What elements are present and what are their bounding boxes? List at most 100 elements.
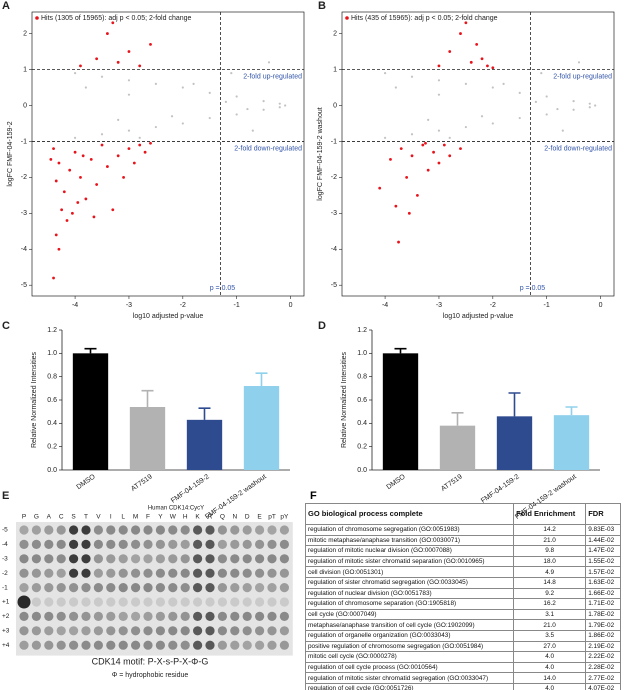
- blot-spot: [143, 611, 153, 622]
- table-cell: cell cycle (GO:0007049): [304, 608, 515, 621]
- table-cell: 4.0: [513, 661, 587, 674]
- blot-row-label: -3: [2, 556, 8, 563]
- blot-spot: [255, 539, 265, 550]
- x-tick-label: -3: [126, 302, 132, 309]
- table-cell: regulation of organelle organization (GO…: [304, 629, 515, 642]
- point: [262, 100, 265, 103]
- blot-spot: [31, 554, 41, 564]
- y-tick-label: -2: [21, 174, 27, 181]
- point: [475, 42, 479, 46]
- table-cell: 18.0: [513, 555, 587, 568]
- point: [116, 154, 120, 158]
- blot-spot: [118, 597, 128, 607]
- point: [437, 161, 441, 165]
- blot-spot: [69, 597, 79, 607]
- blot-spot: [168, 539, 178, 550]
- error-bar: [141, 389, 154, 407]
- point: [65, 219, 69, 222]
- blot-spot: [230, 597, 240, 607]
- point: [437, 129, 441, 132]
- point: [442, 143, 446, 147]
- blot-spot: [118, 539, 128, 550]
- x-axis-label: log10 adjusted p-value: [443, 313, 514, 320]
- blot-spot: [180, 525, 190, 535]
- error-bar: [198, 407, 211, 420]
- table-cell: regulation of cell cycle process (GO:001…: [304, 661, 515, 674]
- table-row: regulation of mitotic sister chromatid s…: [304, 555, 621, 568]
- point: [170, 115, 174, 118]
- blot-spot: [242, 611, 252, 622]
- blot-spot: [93, 597, 103, 607]
- annotation: p = 0.05: [210, 285, 236, 292]
- point: [518, 91, 521, 94]
- point: [262, 108, 265, 111]
- blot-column-label: S: [71, 514, 76, 521]
- y-tick-label: 2: [23, 30, 27, 37]
- blot-spot: [267, 525, 277, 535]
- blot-spot: [155, 525, 165, 535]
- y-tick-label: 0.4: [47, 420, 57, 427]
- blot-spot: [242, 554, 252, 564]
- blot-spot: [168, 626, 178, 636]
- blot-spot: [93, 583, 103, 593]
- blot-spot: [44, 539, 54, 550]
- point: [394, 204, 398, 208]
- point: [76, 201, 80, 204]
- blot-spot: [44, 640, 54, 650]
- blot-spot: [69, 640, 79, 650]
- point: [143, 150, 147, 154]
- point: [52, 147, 55, 151]
- blot-spot: [93, 568, 103, 578]
- blot-spot: [217, 597, 227, 607]
- blot-spot: [56, 597, 66, 607]
- blot-row-label: +1: [2, 599, 10, 606]
- point: [486, 64, 489, 68]
- blot-spot: [205, 554, 215, 564]
- blot-spot: [217, 611, 227, 622]
- blot-spot: [242, 583, 252, 593]
- blot-spot: [19, 583, 29, 593]
- point: [426, 168, 430, 172]
- blot-column-label: N: [232, 514, 237, 521]
- table-row: regulation of sister chromatid segregati…: [304, 576, 621, 589]
- point: [267, 61, 271, 64]
- table-cell: 1.71E-02: [585, 598, 621, 610]
- y-axis-label: Relative Normalized Intensities: [31, 351, 38, 448]
- blot-spot: [155, 568, 165, 578]
- blot-column-label: C: [59, 514, 64, 521]
- point: [459, 147, 462, 151]
- y-tick-label: 0.0: [47, 467, 57, 474]
- blot-spot: [131, 626, 141, 636]
- table-cell: 16.2: [513, 598, 587, 610]
- blot-spot: [168, 611, 178, 622]
- point: [518, 116, 521, 120]
- table-cell: 2.77E-02: [585, 672, 621, 684]
- blot-spot: [19, 640, 29, 650]
- blot-spot: [242, 640, 252, 650]
- table-cell: 1.63E-02: [585, 576, 621, 589]
- blot-spot: [155, 554, 165, 564]
- blot-spot: [255, 525, 265, 535]
- point: [410, 75, 414, 78]
- point: [437, 64, 441, 68]
- blot-spot: [193, 597, 203, 607]
- blot-spot: [155, 626, 165, 636]
- blot-spot: [193, 640, 203, 650]
- blot-column-label: K: [195, 514, 200, 521]
- blot-column-label: F: [146, 514, 150, 521]
- annotation: 2-fold down-regulated: [234, 145, 302, 152]
- point: [459, 32, 462, 35]
- blot-spot: [180, 597, 190, 607]
- x-tick-label: AT7519: [130, 473, 154, 493]
- blot-spot: [56, 611, 66, 622]
- blot-column-label: T: [84, 514, 88, 521]
- table-cell: 4.07E-02: [585, 682, 621, 690]
- point: [111, 208, 115, 212]
- blot-spot: [81, 539, 91, 550]
- blot-spot: [267, 611, 277, 622]
- point: [149, 42, 152, 46]
- point: [68, 168, 72, 172]
- point: [111, 21, 115, 25]
- blot-spot: [279, 583, 289, 593]
